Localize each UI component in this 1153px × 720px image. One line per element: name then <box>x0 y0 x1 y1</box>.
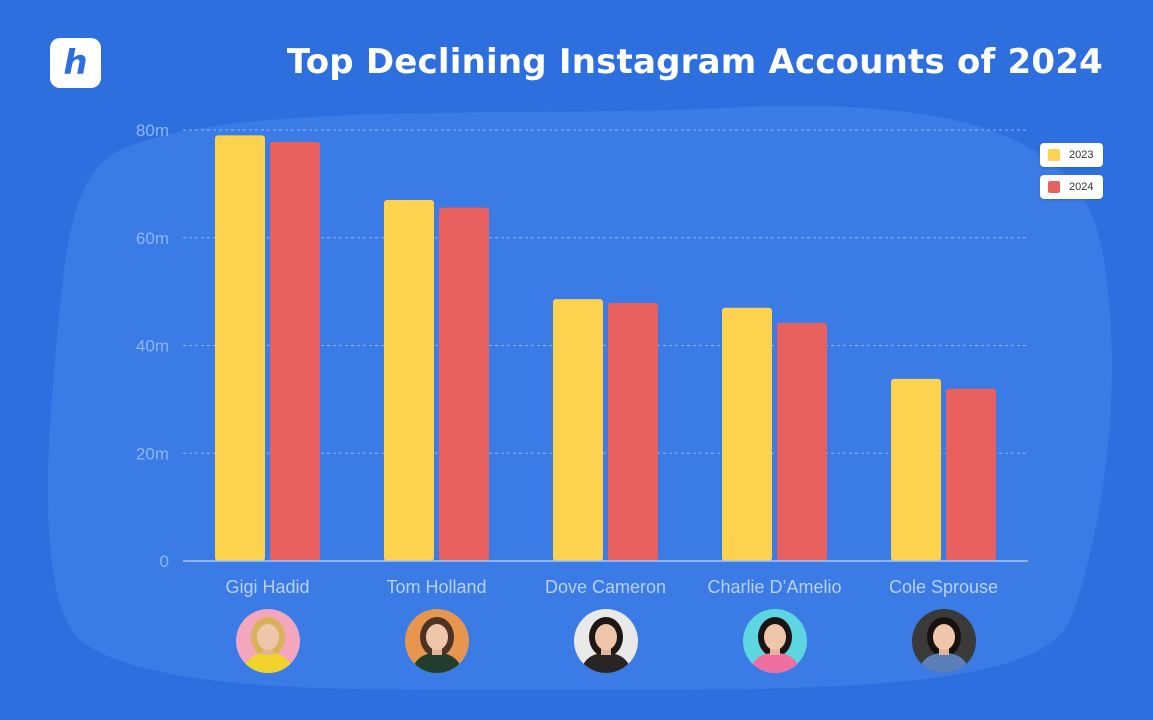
tom-holland-portrait-icon <box>404 609 469 673</box>
bar-2023-gigi-hadid[interactable] <box>215 135 265 561</box>
gridlines <box>183 129 1028 454</box>
x-category-label: Charlie D’Amelio <box>707 577 841 597</box>
y-tick-label-20: 20m <box>136 444 169 463</box>
legend: 2023 2024 <box>1040 143 1103 207</box>
bar-2023-dove-cameron[interactable] <box>553 299 603 561</box>
dove-cameron-portrait-icon <box>573 609 638 673</box>
bars-group <box>215 135 996 562</box>
bar-2024-charlie-d-amelio[interactable] <box>777 322 827 561</box>
y-axis-tick-labels: 0 20m 40m 60m 80m <box>136 121 169 571</box>
cole-sprouse-portrait-icon <box>911 609 976 673</box>
brand-logo[interactable]: h <box>50 38 101 88</box>
legend-item-2024[interactable]: 2024 <box>1040 175 1103 199</box>
bar-2023-cole-sprouse[interactable] <box>891 378 941 561</box>
x-category-label: Tom Holland <box>386 577 486 597</box>
x-category-label: Dove Cameron <box>545 577 666 597</box>
celebrity-avatars <box>0 609 1153 675</box>
y-tick-label-80: 80m <box>136 121 169 140</box>
x-category-label: Cole Sprouse <box>889 577 998 597</box>
legend-label: 2023 <box>1069 149 1094 161</box>
chart-title: Top Declining Instagram Accounts of 2024 <box>286 42 1103 82</box>
legend-swatch-2023 <box>1048 149 1060 161</box>
x-axis-category-labels: Gigi Hadid Tom Holland Dove Cameron Charlie… <box>225 577 998 597</box>
legend-swatch-2024 <box>1048 181 1060 193</box>
legend-label: 2024 <box>1069 181 1094 193</box>
y-tick-label-40: 40m <box>136 337 169 356</box>
gigi-hadid-portrait-icon <box>235 609 300 673</box>
y-tick-label-60: 60m <box>136 229 169 248</box>
bar-2024-tom-holland[interactable] <box>439 207 489 561</box>
charlie-damelio-portrait-icon <box>742 609 807 673</box>
bar-2024-cole-sprouse[interactable] <box>946 388 996 561</box>
bar-2023-charlie-d-amelio[interactable] <box>722 307 772 561</box>
y-tick-label-0: 0 <box>160 552 169 571</box>
brand-logo-letter: h <box>63 43 88 83</box>
bar-2023-tom-holland[interactable] <box>384 200 434 561</box>
x-category-label: Gigi Hadid <box>225 577 309 597</box>
bar-2024-gigi-hadid[interactable] <box>270 141 320 562</box>
legend-item-2023[interactable]: 2023 <box>1040 143 1103 167</box>
bar-2024-dove-cameron[interactable] <box>608 302 658 561</box>
